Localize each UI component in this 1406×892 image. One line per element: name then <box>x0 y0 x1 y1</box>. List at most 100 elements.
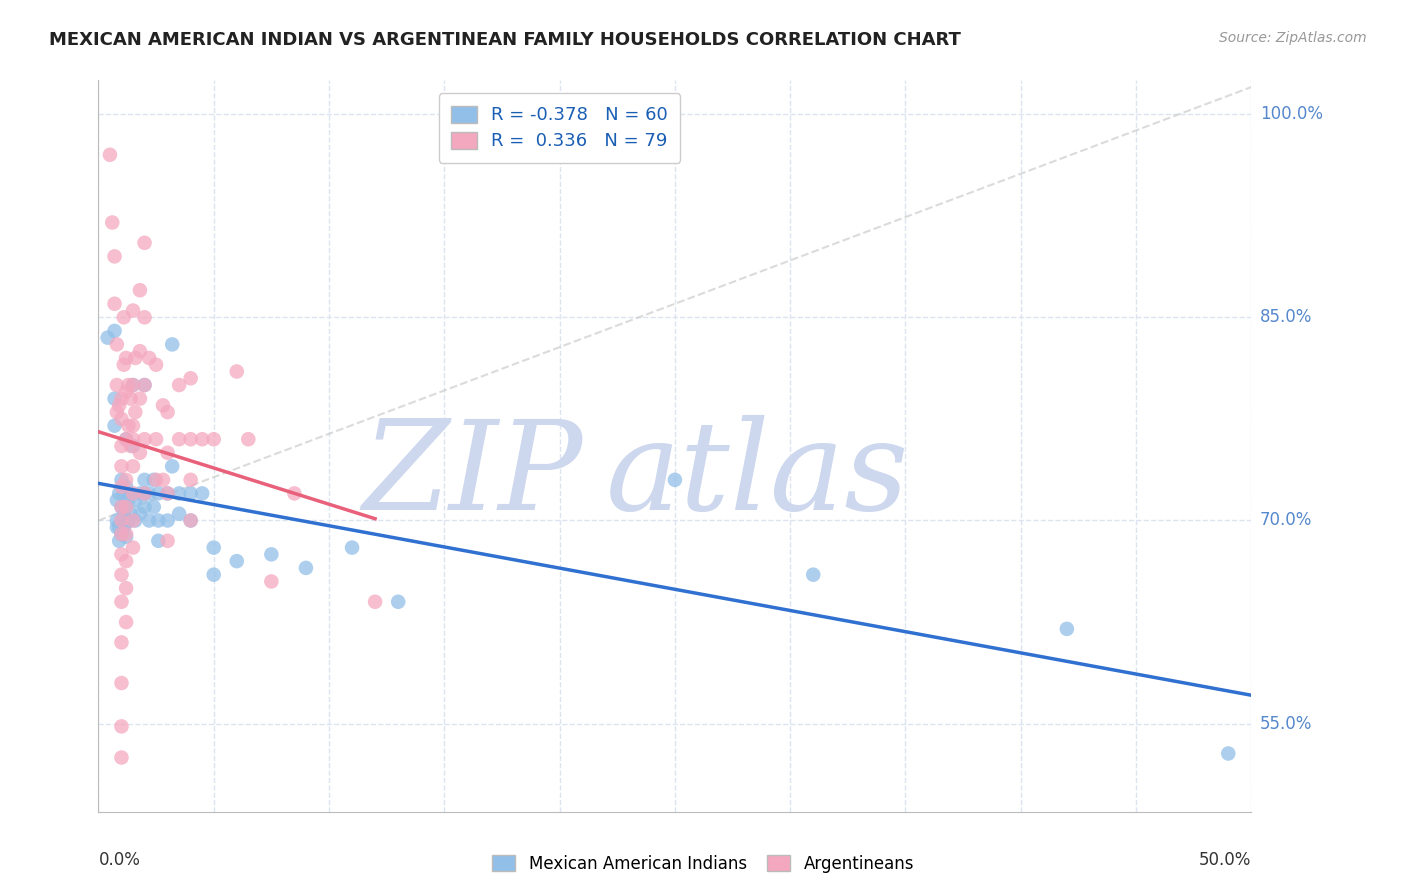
Point <box>105 337 128 351</box>
Text: ZIP: ZIP <box>363 415 582 536</box>
Point <box>110 750 132 764</box>
Point <box>238 432 260 446</box>
Point <box>105 514 128 528</box>
Point <box>112 520 135 534</box>
Point <box>122 514 145 528</box>
Point <box>156 514 179 528</box>
Point <box>129 486 152 500</box>
Point <box>191 486 214 500</box>
Point <box>115 530 138 544</box>
Point <box>115 432 138 446</box>
Point <box>115 384 138 399</box>
Point <box>138 514 160 528</box>
Point <box>260 574 283 589</box>
Point <box>134 432 156 446</box>
Point <box>122 459 145 474</box>
Legend: Mexican American Indians, Argentineans: Mexican American Indians, Argentineans <box>485 848 921 880</box>
Point <box>202 541 225 555</box>
Point <box>108 520 131 534</box>
Point <box>156 486 179 500</box>
Point <box>167 486 190 500</box>
Point <box>152 398 174 412</box>
Point <box>134 473 156 487</box>
Point <box>129 392 152 406</box>
Point <box>145 432 167 446</box>
Point <box>295 561 318 575</box>
Point <box>108 398 131 412</box>
Point <box>283 486 305 500</box>
Point <box>115 615 138 629</box>
Point <box>156 533 179 548</box>
Point <box>110 480 132 494</box>
Point <box>138 486 160 500</box>
Point <box>142 473 165 487</box>
Point <box>115 473 138 487</box>
Point <box>156 446 179 460</box>
Point <box>129 344 152 359</box>
Point <box>138 351 160 365</box>
Point <box>108 533 131 548</box>
Point <box>122 439 145 453</box>
Point <box>115 351 138 365</box>
Point <box>120 439 142 453</box>
Point <box>110 392 132 406</box>
Point <box>260 547 283 561</box>
Point <box>156 486 179 500</box>
Point <box>115 480 138 494</box>
Point <box>110 459 132 474</box>
Point <box>134 500 156 514</box>
Point <box>160 337 183 351</box>
Point <box>167 432 190 446</box>
Point <box>340 541 363 555</box>
Text: 0.0%: 0.0% <box>98 851 141 869</box>
Point <box>112 507 135 521</box>
Point <box>103 324 125 338</box>
Point <box>117 493 139 508</box>
Point <box>122 378 145 392</box>
Point <box>180 514 202 528</box>
Point <box>117 378 139 392</box>
Text: MEXICAN AMERICAN INDIAN VS ARGENTINEAN FAMILY HOUSEHOLDS CORRELATION CHART: MEXICAN AMERICAN INDIAN VS ARGENTINEAN F… <box>49 31 962 49</box>
Point <box>129 507 152 521</box>
Point <box>105 520 128 534</box>
Text: 70.0%: 70.0% <box>1260 511 1312 530</box>
Point <box>145 473 167 487</box>
Point <box>664 473 686 487</box>
Point <box>124 351 146 365</box>
Point <box>122 541 145 555</box>
Point <box>202 567 225 582</box>
Text: 85.0%: 85.0% <box>1260 309 1312 326</box>
Point <box>112 358 135 372</box>
Point <box>105 493 128 508</box>
Point <box>160 459 183 474</box>
Point <box>115 516 138 531</box>
Point <box>180 473 202 487</box>
Text: atlas: atlas <box>606 415 910 536</box>
Point <box>110 473 132 487</box>
Point <box>117 418 139 433</box>
Point <box>124 493 146 508</box>
Point <box>387 595 409 609</box>
Point <box>364 595 387 609</box>
Point <box>148 514 170 528</box>
Point <box>225 364 247 378</box>
Point <box>120 392 142 406</box>
Point <box>105 405 128 419</box>
Point <box>180 432 202 446</box>
Point <box>180 486 202 500</box>
Point <box>103 297 125 311</box>
Point <box>122 486 145 500</box>
Text: 50.0%: 50.0% <box>1199 851 1251 869</box>
Point <box>1218 747 1240 761</box>
Point <box>122 378 145 392</box>
Point <box>152 473 174 487</box>
Point <box>110 595 132 609</box>
Point <box>122 418 145 433</box>
Point <box>103 392 125 406</box>
Point <box>134 378 156 392</box>
Point <box>167 378 190 392</box>
Point <box>134 486 156 500</box>
Point <box>148 533 170 548</box>
Point <box>134 235 156 250</box>
Text: Source: ZipAtlas.com: Source: ZipAtlas.com <box>1219 31 1367 45</box>
